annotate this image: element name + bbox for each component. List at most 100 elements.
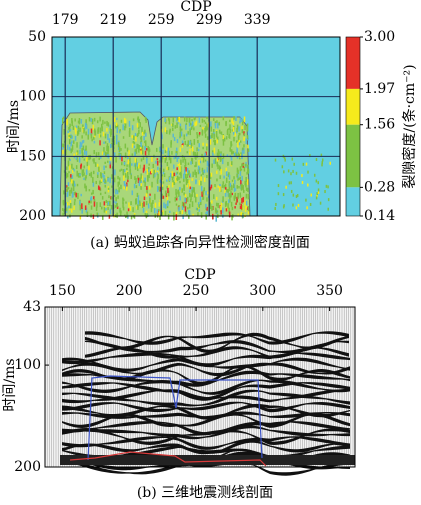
density-speck	[235, 116, 237, 121]
density-speck	[115, 201, 117, 205]
density-speck	[171, 127, 174, 132]
density-speck	[144, 146, 146, 151]
density-speck	[220, 205, 222, 211]
density-speck	[128, 150, 130, 155]
density-speck	[291, 157, 294, 161]
density-speck	[200, 212, 203, 218]
density-speck	[107, 145, 110, 152]
density-speck	[202, 189, 205, 193]
density-speck	[229, 124, 231, 129]
density-speck	[210, 121, 212, 127]
density-speck	[177, 122, 179, 125]
density-speck	[125, 186, 128, 191]
density-speck	[118, 144, 120, 151]
seismic-reflector	[62, 389, 350, 407]
density-speck	[133, 214, 136, 219]
density-speck	[107, 201, 110, 206]
density-speck	[175, 177, 177, 183]
density-speck	[65, 206, 68, 212]
density-speck	[327, 185, 329, 189]
colorbar-tick-label: 1.56	[364, 117, 395, 133]
density-speck	[192, 151, 195, 156]
density-speck	[129, 169, 132, 175]
density-speck	[176, 139, 179, 144]
density-speck	[77, 172, 80, 178]
density-speck	[166, 166, 168, 171]
density-speck	[181, 209, 184, 215]
density-speck	[224, 183, 227, 189]
density-speck	[157, 173, 159, 180]
density-speck	[241, 126, 243, 130]
density-speck	[204, 133, 207, 138]
colorbar-band	[346, 88, 360, 125]
density-speck	[111, 142, 113, 148]
density-speck	[247, 148, 250, 152]
density-speck	[132, 118, 135, 122]
density-speck	[277, 184, 280, 188]
density-speck	[81, 169, 84, 175]
density-speck	[245, 183, 247, 188]
density-speck	[81, 173, 84, 177]
density-speck	[224, 191, 227, 197]
density-speck	[156, 178, 159, 184]
density-speck	[201, 128, 204, 134]
density-speck	[165, 157, 167, 161]
density-speck	[110, 205, 113, 210]
density-speck	[179, 172, 181, 175]
density-speck	[175, 147, 178, 152]
x-tick-label: 200	[116, 283, 143, 299]
density-speck	[140, 158, 143, 162]
density-speck	[320, 153, 323, 157]
density-speck	[175, 196, 178, 201]
density-speck	[102, 179, 105, 183]
density-speck	[167, 200, 169, 207]
density-speck	[73, 168, 75, 172]
density-speck	[62, 117, 64, 124]
density-speck	[203, 177, 206, 182]
density-speck	[110, 143, 112, 148]
density-speck	[317, 181, 319, 185]
density-speck	[72, 125, 75, 130]
plot-frame	[44, 306, 356, 468]
density-speck	[180, 175, 182, 179]
density-speck	[229, 182, 232, 187]
density-speck	[189, 151, 191, 156]
density-speck	[73, 205, 75, 210]
density-speck	[244, 124, 246, 130]
density-speck	[236, 155, 239, 159]
density-speck	[236, 127, 238, 133]
density-speck	[102, 131, 105, 137]
density-speck	[118, 187, 120, 193]
density-speck	[228, 181, 231, 187]
density-speck	[202, 196, 205, 200]
density-speck	[240, 184, 243, 190]
density-speck	[136, 123, 139, 128]
density-speck	[169, 128, 171, 133]
density-speck	[220, 156, 222, 161]
density-speck	[198, 209, 200, 212]
density-speck	[105, 205, 107, 210]
density-speck	[86, 161, 89, 167]
density-speck	[215, 208, 217, 214]
density-speck	[180, 159, 182, 165]
density-speck	[247, 210, 250, 215]
density-speck	[211, 200, 213, 204]
density-speck	[66, 166, 68, 170]
density-speck	[104, 178, 106, 183]
density-speck	[126, 182, 128, 187]
density-speck	[114, 171, 116, 176]
density-speck	[179, 211, 181, 215]
density-speck	[191, 201, 194, 208]
density-speck	[182, 142, 184, 146]
density-speck	[189, 186, 192, 190]
density-speck	[247, 169, 249, 173]
density-speck	[243, 147, 245, 154]
density-speck	[190, 142, 193, 149]
density-speck	[206, 167, 209, 173]
density-speck	[210, 172, 213, 177]
density-speck	[116, 203, 118, 207]
density-speck	[240, 180, 242, 186]
density-speck	[166, 196, 169, 202]
density-speck	[139, 146, 142, 150]
density-speck	[124, 143, 127, 149]
